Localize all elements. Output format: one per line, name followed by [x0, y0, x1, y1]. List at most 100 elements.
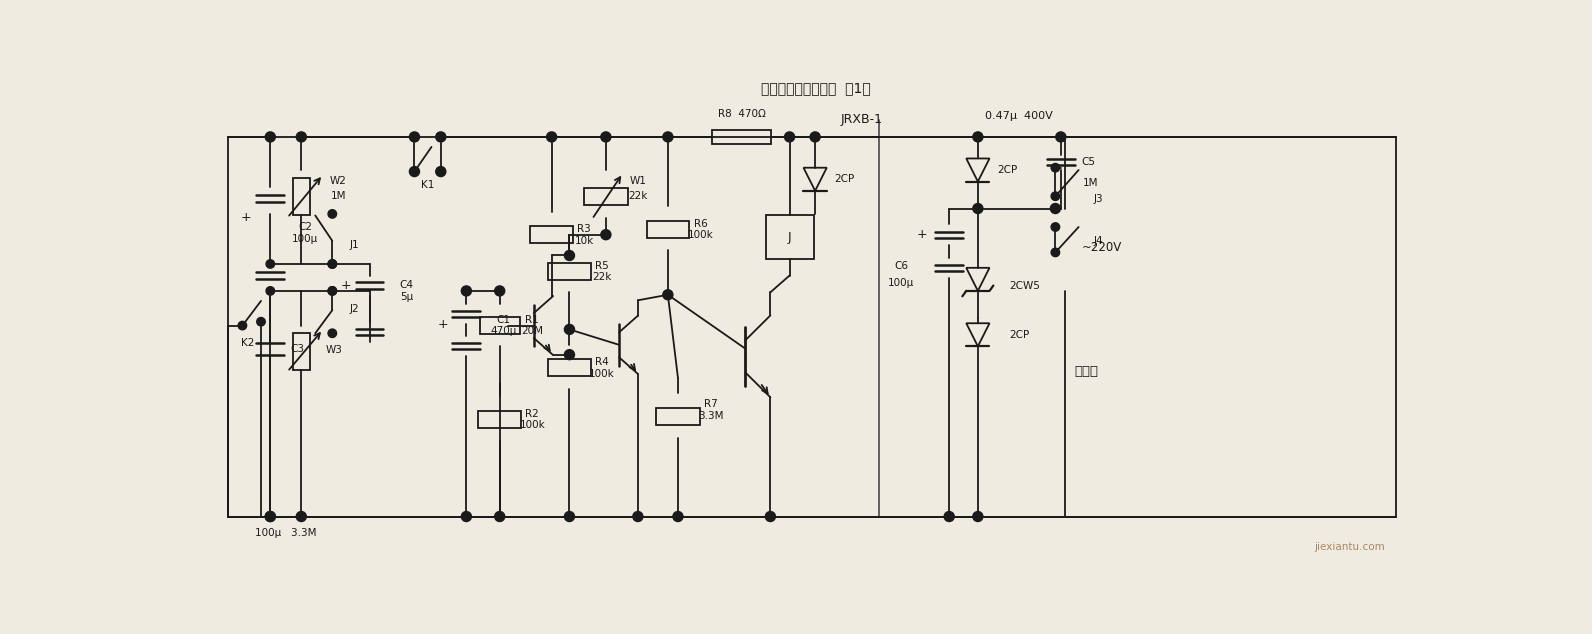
Text: 2CP: 2CP — [834, 174, 855, 184]
Circle shape — [1051, 192, 1060, 200]
Text: R2
100k: R2 100k — [519, 409, 544, 430]
Text: R5
22k: R5 22k — [592, 261, 611, 283]
Circle shape — [673, 512, 683, 522]
Circle shape — [462, 512, 471, 522]
Bar — [646, 221, 689, 238]
Circle shape — [409, 167, 419, 176]
Bar — [548, 263, 591, 280]
Circle shape — [409, 132, 419, 142]
Circle shape — [328, 287, 336, 295]
Circle shape — [495, 512, 505, 522]
Circle shape — [266, 260, 274, 268]
Text: C3: C3 — [290, 344, 304, 354]
Text: R4
100k: R4 100k — [589, 357, 615, 378]
Text: C1
470μ: C1 470μ — [490, 314, 517, 337]
Circle shape — [328, 287, 336, 295]
Text: J: J — [788, 231, 791, 243]
Bar — [713, 129, 771, 144]
Circle shape — [1051, 223, 1060, 231]
Text: C6: C6 — [895, 261, 907, 271]
Text: R8  470Ω: R8 470Ω — [718, 109, 766, 119]
Circle shape — [1051, 248, 1060, 257]
Circle shape — [296, 132, 306, 142]
Text: 22k: 22k — [629, 191, 648, 201]
Circle shape — [565, 325, 575, 334]
Text: 电风扇循环定时电路  第1张: 电风扇循环定时电路 第1张 — [761, 81, 871, 95]
Text: 2CP: 2CP — [997, 165, 1017, 175]
Circle shape — [565, 250, 575, 261]
Bar — [656, 408, 699, 425]
Circle shape — [565, 350, 575, 359]
Circle shape — [634, 512, 643, 522]
Circle shape — [436, 167, 446, 176]
Circle shape — [944, 512, 954, 522]
Text: R3
10k: R3 10k — [575, 224, 594, 245]
Circle shape — [1055, 132, 1065, 142]
Text: 接电扇: 接电扇 — [1075, 365, 1098, 378]
Circle shape — [766, 512, 775, 522]
Circle shape — [328, 329, 336, 337]
Text: JRXB-1: JRXB-1 — [841, 113, 882, 126]
Circle shape — [328, 260, 336, 268]
Text: 0.47μ  400V: 0.47μ 400V — [985, 111, 1052, 121]
Circle shape — [662, 132, 673, 142]
Circle shape — [256, 318, 266, 326]
Circle shape — [296, 512, 306, 522]
Circle shape — [462, 286, 471, 296]
Text: 100μ   3.3M: 100μ 3.3M — [255, 529, 317, 538]
Text: W2: W2 — [330, 176, 347, 186]
Text: J4: J4 — [1094, 236, 1103, 246]
Text: 1M: 1M — [331, 191, 345, 201]
Circle shape — [565, 512, 575, 522]
Circle shape — [1051, 164, 1060, 172]
Circle shape — [600, 230, 611, 240]
Circle shape — [239, 321, 247, 330]
Circle shape — [266, 512, 275, 522]
Text: +: + — [341, 279, 352, 292]
Circle shape — [785, 132, 794, 142]
Bar — [766, 215, 814, 259]
Bar — [530, 226, 573, 243]
Text: W1: W1 — [630, 176, 646, 186]
Text: K2: K2 — [240, 337, 255, 347]
Text: ~220V: ~220V — [1081, 240, 1122, 254]
Circle shape — [266, 287, 274, 295]
Circle shape — [495, 286, 505, 296]
Text: R7
3.3M: R7 3.3M — [697, 399, 723, 421]
Circle shape — [973, 512, 982, 522]
Text: J2: J2 — [349, 304, 358, 314]
Circle shape — [973, 204, 982, 214]
Circle shape — [328, 260, 336, 268]
Text: +: + — [917, 228, 928, 241]
Bar — [584, 188, 627, 205]
Circle shape — [546, 132, 557, 142]
Circle shape — [1051, 204, 1060, 214]
Bar — [479, 317, 521, 334]
Circle shape — [973, 132, 982, 142]
Text: 1M: 1M — [1083, 178, 1098, 188]
Circle shape — [436, 132, 446, 142]
Text: J3: J3 — [1094, 193, 1103, 204]
Text: 100μ: 100μ — [888, 278, 914, 288]
Text: W3: W3 — [325, 345, 342, 355]
Circle shape — [662, 290, 673, 300]
Circle shape — [266, 132, 275, 142]
Circle shape — [600, 132, 611, 142]
Text: 2CP: 2CP — [1009, 330, 1028, 340]
Text: J1: J1 — [349, 240, 358, 250]
Text: R6
100k: R6 100k — [688, 219, 713, 240]
Circle shape — [266, 512, 275, 522]
Text: +: + — [240, 211, 252, 224]
Text: K1: K1 — [420, 181, 435, 190]
Circle shape — [810, 132, 820, 142]
Text: +: + — [438, 318, 449, 330]
Circle shape — [328, 210, 336, 218]
Text: C5: C5 — [1081, 157, 1095, 167]
Text: C4
5μ: C4 5μ — [400, 280, 414, 302]
Text: C2
100μ: C2 100μ — [291, 223, 318, 244]
Bar — [293, 333, 310, 370]
Text: 2CW5: 2CW5 — [1009, 280, 1040, 290]
Bar — [478, 411, 522, 428]
Text: jiexiantu.com: jiexiantu.com — [1315, 542, 1385, 552]
Bar — [548, 359, 591, 377]
